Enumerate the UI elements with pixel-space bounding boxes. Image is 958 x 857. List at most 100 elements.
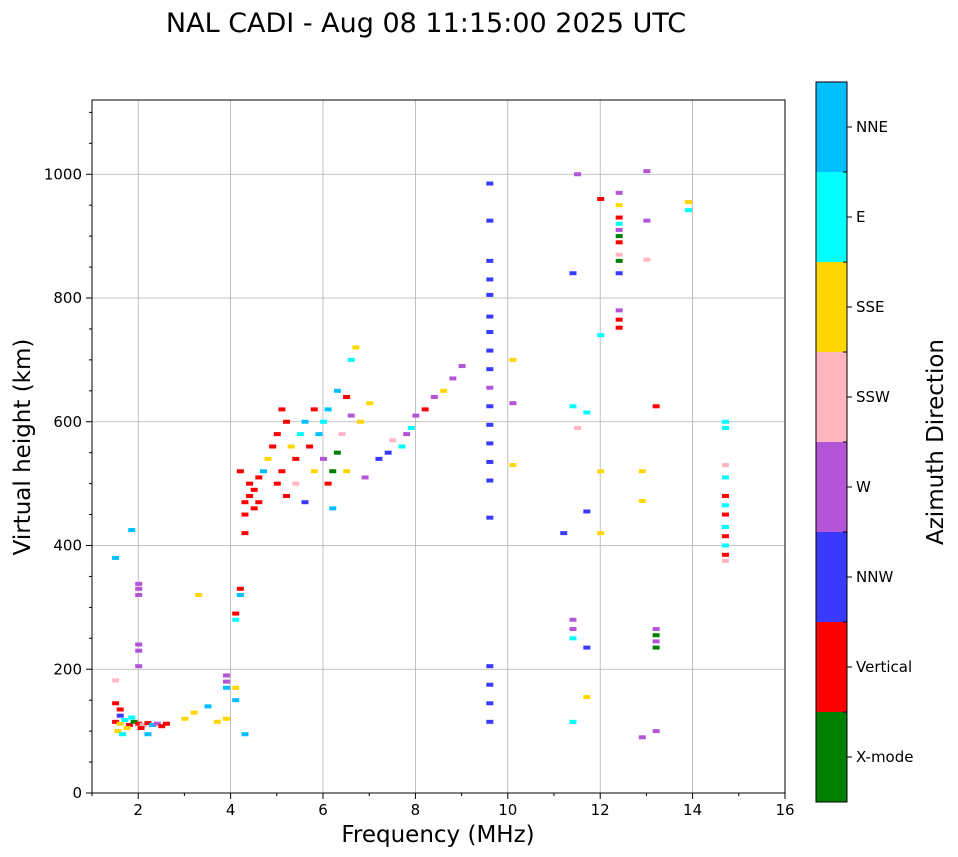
data-point (615, 308, 623, 313)
data-point (222, 685, 230, 690)
data-point (135, 721, 143, 726)
data-point (721, 425, 729, 430)
data-point (615, 317, 623, 322)
data-point (116, 721, 124, 726)
data-point (320, 456, 327, 461)
data-point (721, 475, 729, 480)
data-point (486, 292, 494, 297)
data-point (486, 385, 494, 390)
data-point (412, 413, 420, 418)
data-point (181, 716, 189, 721)
data-point (273, 432, 281, 437)
colorbar-tick-label: X-mode (856, 748, 913, 766)
data-point (112, 555, 120, 560)
data-point (486, 664, 494, 669)
data-point (569, 636, 577, 641)
data-point (222, 673, 230, 678)
colorbar-tick-label: NNE (856, 118, 888, 136)
data-point (440, 388, 448, 393)
data-point (158, 724, 166, 729)
data-point (458, 364, 466, 369)
data-point (366, 401, 374, 406)
x-tick-label: 8 (411, 801, 421, 819)
data-point (486, 459, 494, 464)
colorbar-segment (816, 352, 847, 442)
data-point (407, 425, 415, 430)
data-points (112, 169, 729, 740)
data-point (721, 494, 729, 498)
y-tick-label: 800 (53, 289, 82, 307)
data-point (195, 593, 203, 597)
data-point (236, 593, 244, 597)
data-point (241, 531, 249, 536)
data-point (232, 617, 240, 622)
colorbar-tick-label: E (856, 208, 865, 226)
data-point (246, 481, 254, 486)
data-point (569, 719, 577, 724)
data-point (241, 732, 249, 737)
data-point (292, 456, 300, 461)
data-point (144, 732, 152, 737)
data-point (121, 717, 129, 722)
data-point (283, 494, 291, 498)
data-point (560, 531, 568, 536)
data-point (569, 404, 577, 409)
data-point (486, 218, 494, 223)
data-point (255, 500, 263, 505)
data-point (137, 726, 145, 731)
data-point (296, 432, 304, 437)
data-point (116, 707, 124, 712)
data-point (486, 367, 494, 372)
data-point (310, 469, 318, 474)
data-point (306, 444, 314, 449)
data-point (615, 215, 623, 220)
data-point (615, 190, 623, 195)
data-point (486, 348, 494, 353)
data-point (486, 515, 494, 520)
data-point (241, 500, 249, 505)
data-point (347, 357, 355, 362)
data-point (347, 413, 355, 418)
data-point (615, 271, 623, 276)
colorbar-segment (816, 442, 847, 532)
data-point (130, 719, 138, 724)
colorbar-segment (816, 532, 847, 622)
data-point (329, 506, 337, 511)
data-point (486, 478, 494, 483)
data-point (615, 258, 623, 263)
chart-title: NAL CADI - Aug 08 11:15:00 2025 UTC (166, 8, 686, 39)
x-tick-label: 6 (318, 801, 328, 819)
data-point (597, 469, 605, 474)
data-point (343, 469, 351, 474)
data-point (236, 469, 244, 474)
data-point (652, 633, 660, 638)
data-point (721, 503, 729, 508)
grid-lines (92, 100, 786, 794)
data-point (509, 463, 517, 468)
data-point (684, 200, 692, 205)
colorbar-segment (816, 172, 847, 262)
x-tick-label: 2 (133, 801, 143, 819)
data-point (486, 422, 494, 427)
data-point (259, 469, 267, 474)
x-axis-label: Frequency (MHz) (341, 822, 534, 848)
data-point (338, 432, 346, 437)
data-point (232, 685, 240, 690)
data-point (135, 581, 143, 586)
data-point (486, 277, 494, 282)
data-point (315, 432, 323, 437)
y-axis-label: Virtual height (km) (10, 339, 36, 556)
data-point (615, 252, 623, 257)
data-point (486, 441, 494, 446)
data-point (721, 524, 729, 529)
data-point (721, 543, 729, 548)
data-point (652, 639, 660, 644)
data-point (329, 469, 337, 474)
data-point (569, 627, 577, 632)
data-point (236, 586, 244, 591)
data-point (222, 679, 230, 684)
data-point (638, 735, 646, 740)
data-point (684, 208, 692, 213)
data-point (135, 593, 143, 597)
data-point (384, 450, 392, 455)
